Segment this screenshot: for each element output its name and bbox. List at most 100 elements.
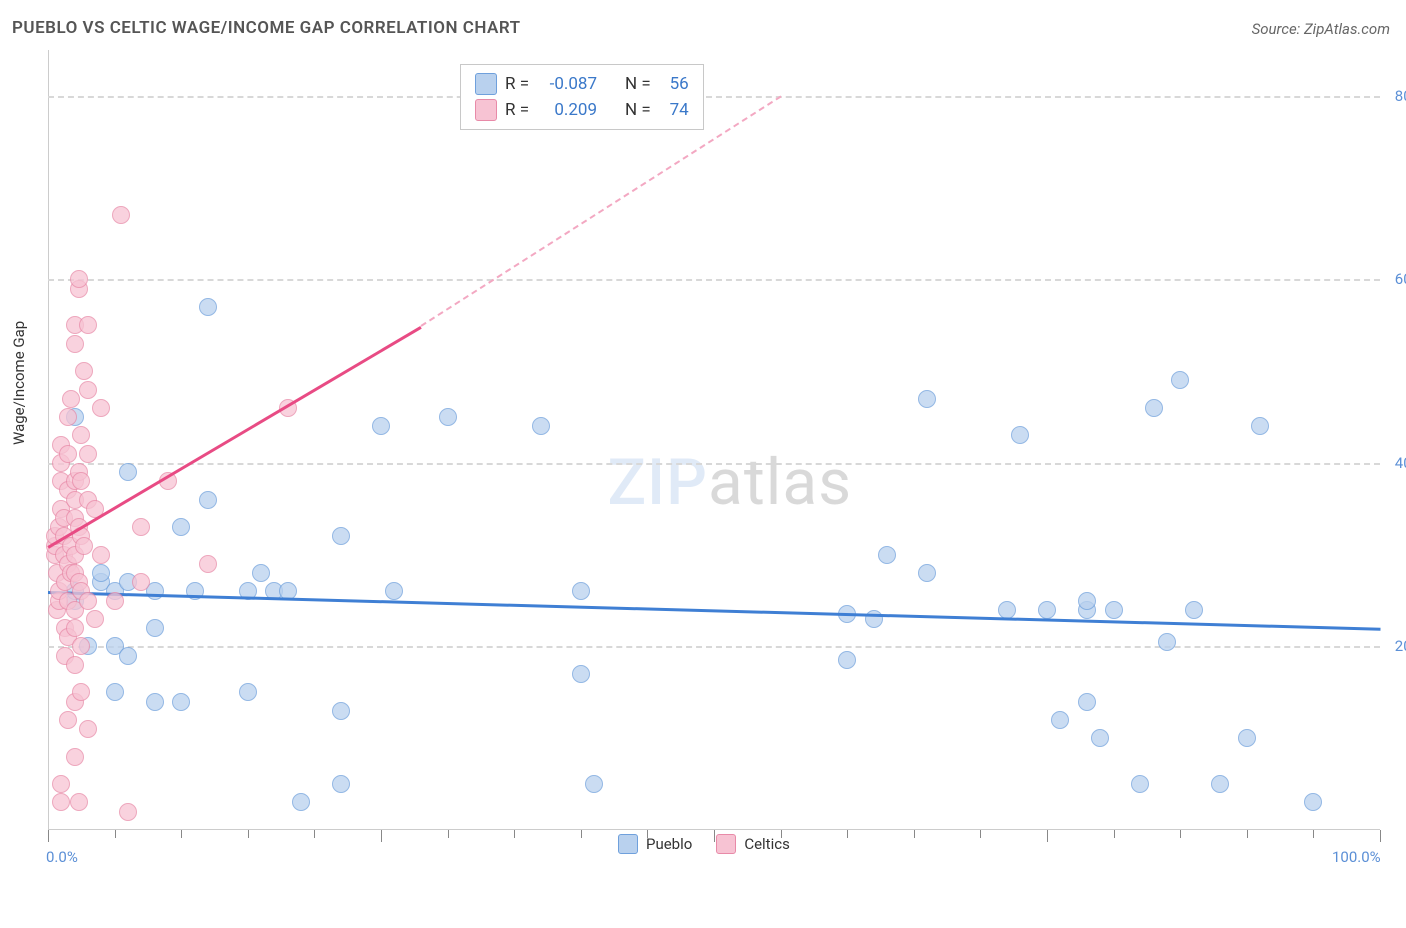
- data-point: [92, 399, 110, 417]
- data-point: [572, 582, 590, 600]
- data-point: [79, 592, 97, 610]
- data-point: [199, 555, 217, 573]
- data-point: [72, 472, 90, 490]
- data-point: [572, 665, 590, 683]
- data-point: [838, 651, 856, 669]
- data-point: [59, 445, 77, 463]
- n-label: N =: [625, 74, 651, 94]
- axis-border: [48, 50, 1380, 830]
- x-tick-mark: [980, 830, 981, 838]
- legend-swatch: [475, 99, 497, 121]
- data-point: [106, 592, 124, 610]
- data-point: [62, 390, 80, 408]
- data-point: [92, 564, 110, 582]
- x-axis-min-label: 0.0%: [46, 848, 78, 928]
- gridline: [48, 96, 1380, 98]
- data-point: [146, 693, 164, 711]
- data-point: [112, 206, 130, 224]
- data-point: [878, 546, 896, 564]
- data-point: [66, 335, 84, 353]
- data-point: [532, 417, 550, 435]
- x-tick-mark: [314, 830, 315, 838]
- y-axis-label: Wage/Income Gap: [10, 321, 28, 445]
- data-point: [132, 573, 150, 591]
- legend-label: Pueblo: [646, 835, 692, 853]
- r-label: R =: [505, 74, 529, 94]
- n-label: N =: [625, 100, 651, 120]
- x-tick-mark: [448, 830, 449, 838]
- data-point: [1304, 793, 1322, 811]
- stats-legend-row: R =-0.087N =56: [475, 71, 689, 97]
- legend-item: Celtics: [716, 834, 790, 854]
- data-point: [998, 601, 1016, 619]
- data-point: [918, 390, 936, 408]
- data-point: [119, 647, 137, 665]
- data-point: [1171, 371, 1189, 389]
- data-point: [332, 702, 350, 720]
- data-point: [292, 793, 310, 811]
- data-point: [79, 445, 97, 463]
- data-point: [199, 298, 217, 316]
- data-point: [1211, 775, 1229, 793]
- data-point: [1051, 711, 1069, 729]
- legend-item: Pueblo: [618, 834, 692, 854]
- data-point: [239, 683, 257, 701]
- data-point: [1185, 601, 1203, 619]
- n-value: 74: [659, 100, 689, 120]
- data-point: [1105, 601, 1123, 619]
- x-tick-mark: [914, 830, 915, 838]
- x-tick-mark: [1313, 830, 1314, 838]
- x-tick-mark: [248, 830, 249, 838]
- x-axis-max-label: 100.0%: [1332, 848, 1381, 928]
- legend-swatch: [618, 834, 638, 854]
- data-point: [79, 381, 97, 399]
- n-value: 56: [659, 74, 689, 94]
- data-point: [75, 362, 93, 380]
- legend-label: Celtics: [744, 835, 790, 853]
- x-tick-mark: [1247, 830, 1248, 838]
- legend-swatch: [475, 73, 497, 95]
- data-point: [119, 803, 137, 821]
- stats-legend-row: R =0.209N =74: [475, 97, 689, 123]
- x-tick-mark: [381, 830, 382, 842]
- x-tick-mark: [514, 830, 515, 838]
- gridline: [48, 463, 1380, 465]
- y-tick-label: 60.0%: [1395, 270, 1406, 288]
- data-point: [59, 408, 77, 426]
- data-point: [92, 546, 110, 564]
- x-tick-mark: [1180, 830, 1181, 838]
- y-tick-label: 80.0%: [1395, 87, 1406, 105]
- data-point: [585, 775, 603, 793]
- data-point: [66, 619, 84, 637]
- data-point: [439, 408, 457, 426]
- data-point: [1238, 729, 1256, 747]
- r-value: 0.209: [537, 100, 597, 120]
- data-point: [1131, 775, 1149, 793]
- data-point: [332, 775, 350, 793]
- x-tick-mark: [115, 830, 116, 838]
- data-point: [372, 417, 390, 435]
- x-tick-mark: [181, 830, 182, 838]
- data-point: [52, 793, 70, 811]
- data-point: [86, 610, 104, 628]
- y-tick-label: 20.0%: [1395, 637, 1406, 655]
- data-point: [70, 793, 88, 811]
- stats-legend: R =-0.087N =56R =0.209N =74: [460, 64, 704, 130]
- data-point: [70, 270, 88, 288]
- data-point: [59, 711, 77, 729]
- x-tick-mark: [1380, 830, 1381, 842]
- data-point: [66, 656, 84, 674]
- data-point: [1038, 601, 1056, 619]
- x-tick-mark: [1114, 830, 1115, 838]
- data-point: [146, 619, 164, 637]
- data-point: [252, 564, 270, 582]
- y-tick-label: 40.0%: [1395, 454, 1406, 472]
- data-point: [66, 748, 84, 766]
- data-point: [72, 426, 90, 444]
- data-point: [119, 463, 137, 481]
- data-point: [79, 720, 97, 738]
- data-point: [132, 518, 150, 536]
- x-tick-mark: [48, 830, 49, 842]
- data-point: [79, 316, 97, 334]
- data-point: [172, 518, 190, 536]
